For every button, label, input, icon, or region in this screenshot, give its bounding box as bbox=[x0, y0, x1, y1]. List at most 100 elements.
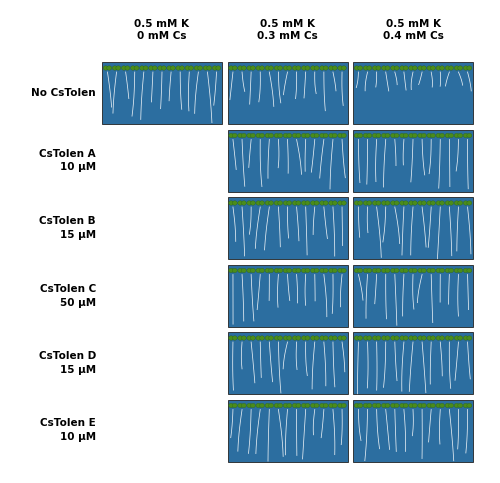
Ellipse shape bbox=[310, 66, 316, 70]
Text: 15 μM: 15 μM bbox=[60, 365, 96, 375]
Ellipse shape bbox=[242, 403, 246, 408]
Ellipse shape bbox=[265, 133, 270, 138]
Ellipse shape bbox=[394, 201, 399, 205]
Ellipse shape bbox=[467, 336, 472, 340]
Ellipse shape bbox=[408, 201, 414, 205]
Ellipse shape bbox=[320, 133, 324, 138]
Ellipse shape bbox=[250, 133, 256, 138]
Ellipse shape bbox=[143, 66, 148, 70]
Ellipse shape bbox=[354, 133, 359, 138]
Ellipse shape bbox=[323, 336, 328, 340]
Ellipse shape bbox=[436, 336, 441, 340]
Text: 50 μM: 50 μM bbox=[60, 298, 96, 308]
Ellipse shape bbox=[238, 336, 242, 340]
Ellipse shape bbox=[274, 268, 279, 273]
Ellipse shape bbox=[454, 403, 459, 408]
Ellipse shape bbox=[194, 66, 199, 70]
Ellipse shape bbox=[408, 336, 414, 340]
Ellipse shape bbox=[302, 133, 306, 138]
Ellipse shape bbox=[274, 66, 279, 70]
Ellipse shape bbox=[458, 268, 463, 273]
Ellipse shape bbox=[283, 201, 288, 205]
Ellipse shape bbox=[207, 66, 212, 70]
Ellipse shape bbox=[467, 403, 472, 408]
Text: CsTolen B: CsTolen B bbox=[40, 216, 96, 226]
Ellipse shape bbox=[454, 66, 459, 70]
Ellipse shape bbox=[436, 201, 441, 205]
Ellipse shape bbox=[296, 403, 301, 408]
Ellipse shape bbox=[256, 133, 261, 138]
Text: 10 μM: 10 μM bbox=[60, 162, 96, 172]
Bar bbox=[353, 265, 473, 327]
Ellipse shape bbox=[310, 336, 316, 340]
Ellipse shape bbox=[412, 336, 418, 340]
Ellipse shape bbox=[134, 66, 139, 70]
Ellipse shape bbox=[323, 133, 328, 138]
Ellipse shape bbox=[170, 66, 175, 70]
Ellipse shape bbox=[372, 403, 378, 408]
Ellipse shape bbox=[260, 66, 264, 70]
Ellipse shape bbox=[268, 133, 274, 138]
Text: 0.5 mM K
0 mM Cs: 0.5 mM K 0 mM Cs bbox=[134, 19, 190, 41]
Text: No CsTolen: No CsTolen bbox=[32, 88, 96, 98]
Ellipse shape bbox=[247, 133, 252, 138]
Ellipse shape bbox=[256, 336, 261, 340]
Ellipse shape bbox=[363, 133, 368, 138]
Ellipse shape bbox=[107, 66, 112, 70]
Ellipse shape bbox=[463, 336, 468, 340]
Ellipse shape bbox=[125, 66, 130, 70]
Ellipse shape bbox=[376, 336, 381, 340]
Ellipse shape bbox=[320, 403, 324, 408]
Ellipse shape bbox=[198, 66, 202, 70]
Ellipse shape bbox=[328, 268, 334, 273]
Ellipse shape bbox=[287, 133, 292, 138]
Ellipse shape bbox=[323, 201, 328, 205]
Ellipse shape bbox=[385, 268, 390, 273]
Ellipse shape bbox=[274, 403, 279, 408]
Ellipse shape bbox=[228, 403, 234, 408]
Ellipse shape bbox=[418, 201, 423, 205]
Ellipse shape bbox=[320, 268, 324, 273]
Ellipse shape bbox=[238, 133, 242, 138]
Ellipse shape bbox=[305, 201, 310, 205]
Ellipse shape bbox=[158, 66, 162, 70]
Bar bbox=[353, 332, 473, 394]
Ellipse shape bbox=[363, 66, 368, 70]
Ellipse shape bbox=[418, 66, 423, 70]
Ellipse shape bbox=[382, 133, 386, 138]
Ellipse shape bbox=[296, 133, 301, 138]
Ellipse shape bbox=[167, 66, 172, 70]
Ellipse shape bbox=[278, 201, 282, 205]
Ellipse shape bbox=[408, 268, 414, 273]
Ellipse shape bbox=[305, 268, 310, 273]
Ellipse shape bbox=[467, 201, 472, 205]
Ellipse shape bbox=[354, 201, 359, 205]
Ellipse shape bbox=[328, 201, 334, 205]
Ellipse shape bbox=[412, 403, 418, 408]
Text: CsTolen E: CsTolen E bbox=[40, 418, 96, 428]
Ellipse shape bbox=[463, 268, 468, 273]
Ellipse shape bbox=[467, 133, 472, 138]
Ellipse shape bbox=[268, 403, 274, 408]
Ellipse shape bbox=[302, 403, 306, 408]
Ellipse shape bbox=[250, 336, 256, 340]
Ellipse shape bbox=[358, 403, 363, 408]
Ellipse shape bbox=[247, 268, 252, 273]
Ellipse shape bbox=[292, 201, 298, 205]
Ellipse shape bbox=[385, 133, 390, 138]
Ellipse shape bbox=[103, 66, 108, 70]
Ellipse shape bbox=[390, 201, 396, 205]
Ellipse shape bbox=[250, 403, 256, 408]
Ellipse shape bbox=[283, 336, 288, 340]
Ellipse shape bbox=[403, 336, 408, 340]
Ellipse shape bbox=[385, 336, 390, 340]
Bar bbox=[102, 62, 222, 124]
Ellipse shape bbox=[250, 268, 256, 273]
Ellipse shape bbox=[445, 403, 450, 408]
Ellipse shape bbox=[228, 336, 234, 340]
Ellipse shape bbox=[440, 201, 444, 205]
Bar bbox=[228, 62, 348, 124]
Ellipse shape bbox=[268, 66, 274, 70]
Ellipse shape bbox=[302, 336, 306, 340]
Ellipse shape bbox=[228, 66, 234, 70]
